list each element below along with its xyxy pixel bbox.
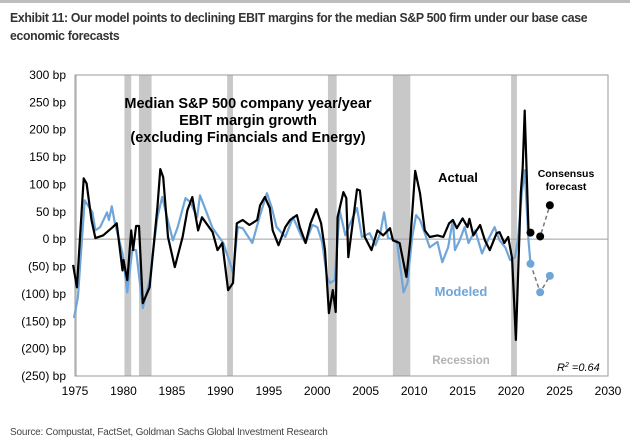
- recession-band: [392, 75, 411, 376]
- x-tick-label: 2010: [401, 384, 428, 398]
- chart-title-line-2: EBIT margin growth: [179, 113, 317, 129]
- x-tick-label: 1995: [255, 384, 282, 398]
- recession-label: Recession: [432, 355, 490, 367]
- y-tick-label: 300 bp: [29, 68, 66, 82]
- y-tick-label: 250 bp: [29, 95, 66, 109]
- modeled-forecast-point: [526, 259, 535, 268]
- x-tick-label: 1985: [159, 384, 186, 398]
- x-tick-label: 2005: [352, 384, 379, 398]
- plot-frame: [74, 74, 609, 377]
- r-squared-label: R2 =0.64: [557, 362, 600, 374]
- y-tick-label: 0 bp: [43, 232, 67, 246]
- recession-band: [327, 75, 337, 376]
- recession-band: [227, 75, 233, 376]
- recession-band: [511, 75, 517, 376]
- x-tick-label: 2000: [304, 384, 331, 398]
- chart-title-line-1: Median S&P 500 company year/year: [124, 96, 372, 112]
- recession-band: [138, 75, 152, 376]
- x-tick-label: 1990: [207, 384, 234, 398]
- modeled-label: Modeled: [435, 284, 488, 299]
- consensus-label-line-2: forecast: [546, 181, 587, 193]
- x-tick-label: 2015: [449, 384, 476, 398]
- recession-band: [124, 75, 132, 376]
- top-rule: [0, 0, 630, 3]
- y-tick-label: 200 bp: [29, 123, 66, 137]
- consensus-forecast-point: [536, 232, 545, 241]
- y-tick-label: (250) bp: [21, 369, 66, 383]
- x-tick-label: 1975: [62, 384, 89, 398]
- y-tick-label: (200) bp: [21, 342, 66, 356]
- x-tick-label: 1980: [110, 384, 137, 398]
- y-tick-label: (50) bp: [28, 260, 66, 274]
- recession-band: [75, 75, 77, 376]
- actual-series-line: [72, 109, 532, 341]
- exhibit-title: Exhibit 11: Our model points to declinin…: [10, 10, 588, 43]
- source-note: Source: Compustat, FactSet, Goldman Sach…: [10, 427, 328, 438]
- chart-title-line-3: (excluding Financials and Energy): [130, 130, 365, 146]
- x-tick-label: 2025: [546, 384, 573, 398]
- consensus-forecast-point: [545, 201, 554, 210]
- y-tick-label: 100 bp: [29, 177, 66, 191]
- modeled-forecast-point: [536, 288, 545, 297]
- consensus-label-line-1: Consensus: [538, 168, 595, 180]
- y-tick-label: 150 bp: [29, 150, 66, 164]
- y-tick-label: 50 bp: [36, 205, 66, 219]
- x-tick-label: 2030: [595, 384, 622, 398]
- consensus-forecast-point: [526, 228, 535, 237]
- modeled-forecast-point: [545, 271, 554, 280]
- y-tick-label: (150) bp: [21, 314, 66, 328]
- x-tick-label: 2020: [498, 384, 525, 398]
- y-tick-label: (100) bp: [21, 287, 66, 301]
- actual-label: Actual: [438, 170, 478, 185]
